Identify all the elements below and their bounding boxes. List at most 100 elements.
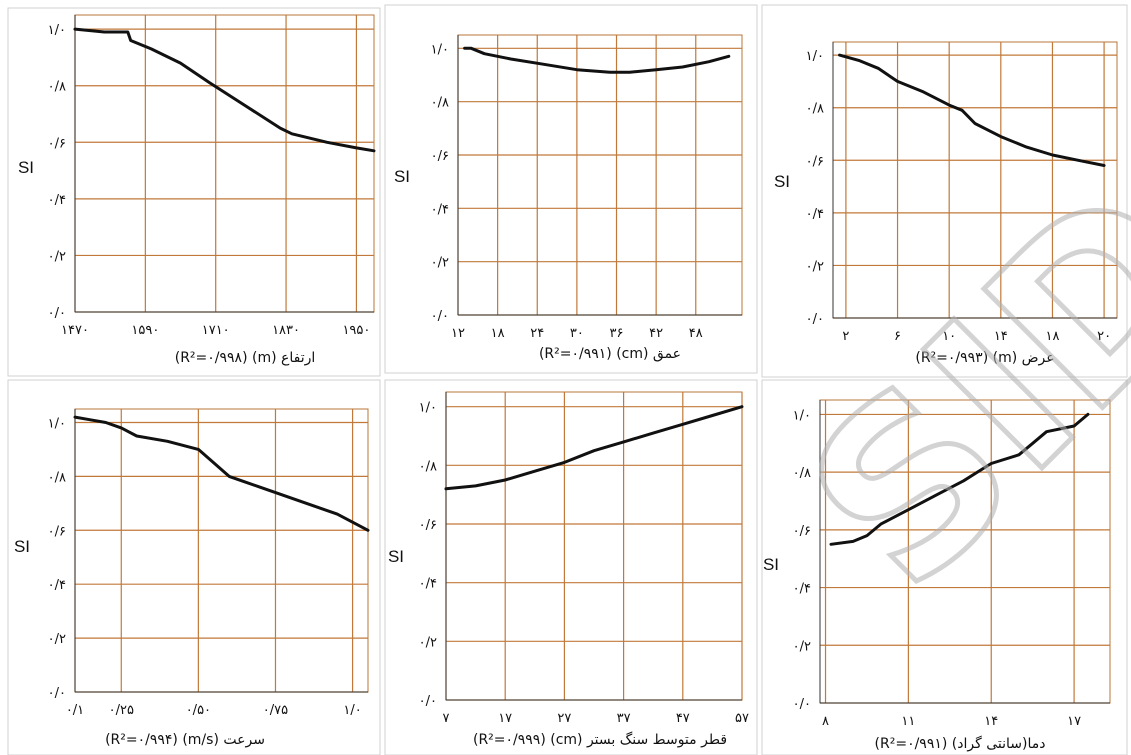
x-tick-label: ۱۸: [1045, 329, 1059, 344]
y-tick-label: ۱/۰: [806, 49, 824, 64]
x-tick-label: ۲۴: [530, 326, 544, 341]
y-tick-label: ۰/۴: [48, 578, 66, 593]
y-tick-label: ۰/۶: [48, 524, 66, 539]
panel-border: [7, 379, 381, 755]
x-axis-label: دما(سانتی گراد) (R²=۰/۹۹۱): [875, 735, 1046, 752]
si-curve-series-1: [73, 415, 370, 532]
y-tick-label: ۰/۶: [431, 149, 449, 164]
y-axis-label: SI: [18, 158, 34, 177]
x-axis-label: قطر متوسط سنگ بستر (cm) (R²=۰/۹۹۹): [473, 731, 727, 748]
x-tick-label: ۱۰: [942, 329, 956, 344]
y-tick-label: ۰/۲: [419, 635, 437, 650]
y-tick-label: ۰/۲: [793, 639, 811, 654]
x-tick-label: ۱۷: [498, 711, 512, 726]
x-axis-label: ارتفاع (m) (R²=۰/۹۹۸): [175, 350, 316, 366]
chart-panel-2: ۰/۰ ۰/۲ ۰/۴ ۰/۶ ۰/۸ ۱/۰ ۱۲ ۱۸ ۲۴ ۳۰ ۳۶ ۴۲ ۴۸ SI عمق (c…: [384, 4, 758, 374]
y-tick-label: ۰/۸: [806, 102, 824, 117]
x-tick-label: ۱۸: [491, 326, 505, 341]
y-tick-label: ۰/۲: [48, 249, 66, 264]
y-tick-label: ۱/۰: [48, 416, 66, 431]
x-tick-label: ۱۸۳۰: [272, 323, 300, 338]
y-tick-label: ۰/۴: [793, 582, 811, 597]
x-tick-label: ۴۸: [689, 326, 703, 341]
x-tick-label: ۶: [894, 329, 901, 344]
si-curve-series-1: [463, 46, 731, 74]
si-curve-series-1: [73, 27, 376, 153]
y-tick-label: ۰/۶: [48, 136, 66, 151]
y-axis-label: SI: [14, 537, 30, 556]
y-tick-label: ۰/۰: [48, 686, 66, 701]
chart-panel-5: ۰/۰ ۰/۲ ۰/۴ ۰/۶ ۰/۸ ۱/۰ ۷ ۱۷ ۲۷ ۳۷ ۴۷ ۵۷ SI قطر متوسط…: [384, 379, 758, 755]
x-tick-label: ۱۷: [1067, 714, 1081, 729]
y-tick-label: ۱/۰: [793, 408, 811, 423]
y-axis-label: SI: [388, 547, 404, 566]
panel-border: [384, 379, 758, 755]
y-tick-label: ۰/۰: [431, 309, 449, 324]
x-tick-label: ۱/۰: [343, 703, 361, 718]
y-tick-label: ۰/۶: [806, 154, 824, 169]
y-tick-label: ۰/۴: [431, 202, 449, 217]
x-tick-label: ۴۷: [676, 711, 690, 726]
y-tick-label: ۰/۸: [419, 459, 437, 474]
panel-border: [384, 4, 758, 374]
y-tick-label: ۰/۰: [793, 697, 811, 712]
plot-area: [819, 399, 1111, 704]
x-tick-label: ۲۰: [1097, 329, 1111, 344]
y-tick-label: ۰/۸: [48, 470, 66, 485]
y-tick-label: ۰/۶: [793, 524, 811, 539]
y-tick-label: ۰/۲: [48, 632, 66, 647]
si-curve-series-1: [444, 405, 744, 491]
y-tick-label: ۰/۶: [419, 518, 437, 533]
x-tick-label: ۱۲: [451, 326, 465, 341]
plot-area: [74, 14, 375, 313]
chart-panel-4: ۰/۰ ۰/۲ ۰/۴ ۰/۶ ۰/۸ ۱/۰ ۰/۱ ۰/۲۵ ۰/۵۰ ۰/۷۵ ۱/۰ SI سر…: [7, 379, 381, 755]
panel-border: [761, 379, 1128, 755]
y-tick-label: ۰/۸: [793, 466, 811, 481]
x-tick-label: ۴۲: [649, 326, 663, 341]
y-tick-label: ۰/۰: [806, 312, 824, 327]
plot-area: [457, 34, 743, 316]
y-axis-label: SI: [394, 167, 410, 186]
x-tick-label: ۲۷: [557, 711, 571, 726]
chart-panel-6: ۰/۰ ۰/۲ ۰/۴ ۰/۶ ۰/۸ ۱/۰ ۸ ۱۱ ۱۴ ۱۷ SI دما(سانتی گرا…: [761, 379, 1128, 755]
x-axis-label: عمق (cm) (R²=۰/۹۹۱): [539, 346, 681, 362]
y-tick-label: ۱/۰: [48, 23, 66, 38]
y-tick-label: ۰/۴: [419, 577, 437, 592]
x-tick-label: ۲: [842, 329, 849, 344]
y-tick-label: ۰/۲: [431, 256, 449, 271]
plot-area: [74, 408, 369, 693]
x-tick-label: ۱۴۷۰: [61, 323, 89, 338]
x-tick-label: ۱۴: [984, 714, 998, 729]
x-tick-label: ۷: [443, 711, 450, 726]
chart-panel-3: ۰/۰ ۰/۲ ۰/۴ ۰/۶ ۰/۸ ۱/۰ ۲ ۶ ۱۰ ۱۴ ۱۸ ۲۰ SI عرض (m) (R…: [761, 4, 1128, 378]
x-tick-label: ۰/۵۰: [186, 703, 211, 718]
x-tick-label: ۰/۷۵: [263, 703, 288, 718]
x-tick-label: ۱۷۱۰: [202, 323, 230, 338]
y-tick-label: ۰/۲: [806, 259, 824, 274]
plot-area: [445, 391, 743, 701]
x-tick-label: ۵۷: [735, 711, 749, 726]
y-tick-label: ۱/۰: [419, 401, 437, 416]
x-tick-label: ۸: [822, 714, 829, 729]
y-tick-label: ۰/۴: [48, 193, 66, 208]
x-tick-label: ۱۹۵۰: [342, 323, 370, 338]
x-axis-label: سرعت (m/s) (R²=۰/۹۹۴): [105, 732, 265, 748]
y-axis-label: SI: [763, 555, 779, 574]
si-curve-series-1: [829, 412, 1090, 546]
panel-border: [761, 4, 1128, 378]
y-tick-label: ۰/۴: [806, 207, 824, 222]
y-tick-label: ۰/۸: [431, 96, 449, 111]
plot-area: [832, 41, 1118, 319]
x-tick-label: ۰/۲۵: [109, 703, 134, 718]
chart-panel-1: ۰/۰ ۰/۲ ۰/۴ ۰/۶ ۰/۸ ۱/۰ ۱۴۷۰ ۱۵۹۰ ۱۷۱۰ ۱۸۳۰ ۱۹۵۰ SI…: [7, 7, 381, 377]
panel-border: [7, 7, 381, 377]
x-tick-label: ۰/۱: [66, 703, 84, 718]
si-curve-series-1: [838, 53, 1106, 167]
y-tick-label: ۰/۸: [48, 80, 66, 95]
x-tick-label: ۱۵۹۰: [131, 323, 159, 338]
x-axis-label: عرض (m) (R²=۰/۹۹۳): [915, 350, 1054, 366]
x-tick-label: ۳۷: [617, 711, 631, 726]
y-tick-label: ۰/۰: [419, 694, 437, 709]
y-axis-label: SI: [774, 172, 790, 191]
